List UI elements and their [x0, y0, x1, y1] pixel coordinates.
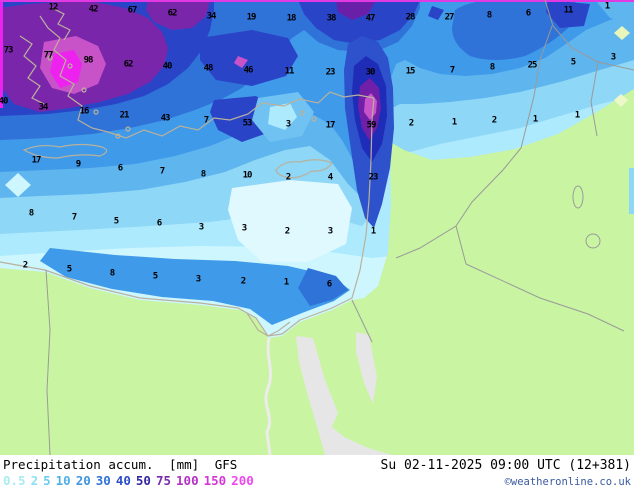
- precip-value: 3: [327, 226, 334, 237]
- precip-value: 6: [525, 8, 532, 19]
- scale-value: 10: [55, 473, 71, 488]
- precip-value: 8: [489, 62, 496, 73]
- precip-value: 15: [405, 66, 416, 77]
- precip-value: 2: [491, 115, 498, 126]
- precip-value: 1: [370, 226, 377, 237]
- precip-value: 11: [563, 5, 574, 16]
- copyright-link[interactable]: ©weatheronline.co.uk: [504, 476, 631, 488]
- precip-value: 62: [167, 8, 178, 19]
- scale-value: 20: [75, 473, 91, 488]
- scale-value: 100: [176, 473, 199, 488]
- precip-value: 34: [38, 102, 49, 113]
- precip-value: 47: [365, 13, 376, 24]
- legend-title-group: Precipitation accum. [mm] GFS: [3, 457, 245, 472]
- precip-value: 4: [327, 172, 334, 183]
- precip-value: 27: [444, 12, 455, 23]
- precip-value: 98: [83, 55, 94, 66]
- precip-value: 7: [71, 212, 78, 223]
- precip-value: 34: [206, 11, 217, 22]
- precip-value: 1: [532, 114, 539, 125]
- precip-value: 8: [28, 208, 35, 219]
- precip-value: 5: [113, 216, 120, 227]
- precip-value: 17: [31, 155, 42, 166]
- precip-value: 10: [242, 170, 253, 181]
- scale-value: 75: [155, 473, 172, 488]
- legend-bar: Precipitation accum. [mm] GFS Su 02-11-2…: [0, 455, 634, 490]
- legend-model: GFS: [214, 457, 238, 472]
- precip-value: 7: [159, 166, 166, 177]
- scale-value: 5: [43, 473, 51, 488]
- legend-datetime: Su 02-11-2025 09:00 UTC (12+381): [380, 458, 631, 473]
- precip-value: 8: [200, 169, 207, 180]
- precip-value: 8: [109, 268, 116, 279]
- scale-value: 200: [231, 473, 254, 488]
- precip-value: 1: [604, 1, 611, 12]
- legend-scale: 0.5 2 5 10 20 30 40 50 75 100 150 200: [3, 473, 259, 488]
- precip-value: 46: [243, 65, 254, 76]
- precip-value: 8: [486, 10, 493, 21]
- scale-value: 50: [135, 473, 151, 488]
- scale-value: 40: [115, 473, 131, 488]
- precip-value: 73: [3, 45, 14, 56]
- precip-value: 2: [285, 172, 292, 183]
- precip-value: 2: [284, 226, 291, 237]
- legend-title: Precipitation accum.: [3, 457, 154, 472]
- precip-value: 3: [241, 223, 248, 234]
- precip-value: 1: [283, 277, 290, 288]
- precip-value: 19: [246, 12, 257, 23]
- precipitation-map: 12 42 67 62 34 19 18 38 47 28 27 8 6 11 1 73 77 98 62 40 48 4…: [0, 0, 634, 455]
- precip-value: 23: [368, 172, 379, 183]
- precip-value: 67: [127, 5, 138, 16]
- scale-value: 2: [30, 473, 39, 488]
- precip-value: 23: [325, 67, 336, 78]
- precip-value: 2: [22, 260, 29, 271]
- precip-value: 28: [405, 12, 416, 23]
- precip-value: 7: [203, 115, 210, 126]
- precip-value: 25: [527, 60, 538, 71]
- precip-value: 40: [0, 96, 8, 107]
- precip-value: 77: [43, 50, 54, 61]
- precip-value: 7: [449, 65, 456, 76]
- precip-value: 17: [325, 120, 336, 131]
- precip-value: 6: [326, 279, 333, 290]
- precip-value: 1: [574, 110, 581, 121]
- country-borders: [45, 0, 634, 455]
- precip-value: 3: [610, 52, 617, 63]
- precip-value: 43: [160, 113, 171, 124]
- precip-value: 9: [75, 159, 82, 170]
- precip-value: 16: [79, 106, 90, 117]
- precip-value: 40: [162, 61, 173, 72]
- precip-value: 6: [156, 218, 163, 229]
- precip-value-layer: 12 42 67 62 34 19 18 38 47 28 27 8 6 11 1 73 77 98 62 40 48 4…: [0, 1, 617, 290]
- scale-value: 150: [203, 473, 227, 488]
- precip-value: 5: [66, 264, 73, 275]
- scale-value: 0.5: [3, 473, 26, 488]
- map-canvas: [0, 0, 634, 455]
- precip-value: 62: [123, 59, 134, 70]
- precip-value: 38: [326, 13, 337, 24]
- legend-units: [mm]: [169, 457, 200, 472]
- precip-value: 2: [240, 276, 247, 287]
- precip-value: 6: [117, 163, 124, 174]
- precip-value: 53: [242, 118, 253, 129]
- precip-value: 21: [119, 110, 130, 121]
- precip-value: 11: [284, 66, 295, 77]
- precip-value: 5: [570, 57, 577, 68]
- precip-value: 3: [198, 222, 205, 233]
- precip-value: 2: [408, 118, 415, 129]
- precip-value: 48: [203, 63, 214, 74]
- precip-value: 42: [88, 4, 99, 15]
- coastlines: [0, 7, 375, 337]
- precip-value: 59: [366, 120, 377, 131]
- precip-value: 3: [195, 274, 202, 285]
- precip-value: 18: [286, 13, 297, 24]
- precip-value: 12: [48, 2, 59, 13]
- precip-value: 1: [451, 117, 458, 128]
- precip-value: 30: [365, 67, 376, 78]
- scale-value: 30: [95, 473, 111, 488]
- precip-value: 3: [285, 119, 292, 130]
- precip-value: 5: [152, 271, 159, 282]
